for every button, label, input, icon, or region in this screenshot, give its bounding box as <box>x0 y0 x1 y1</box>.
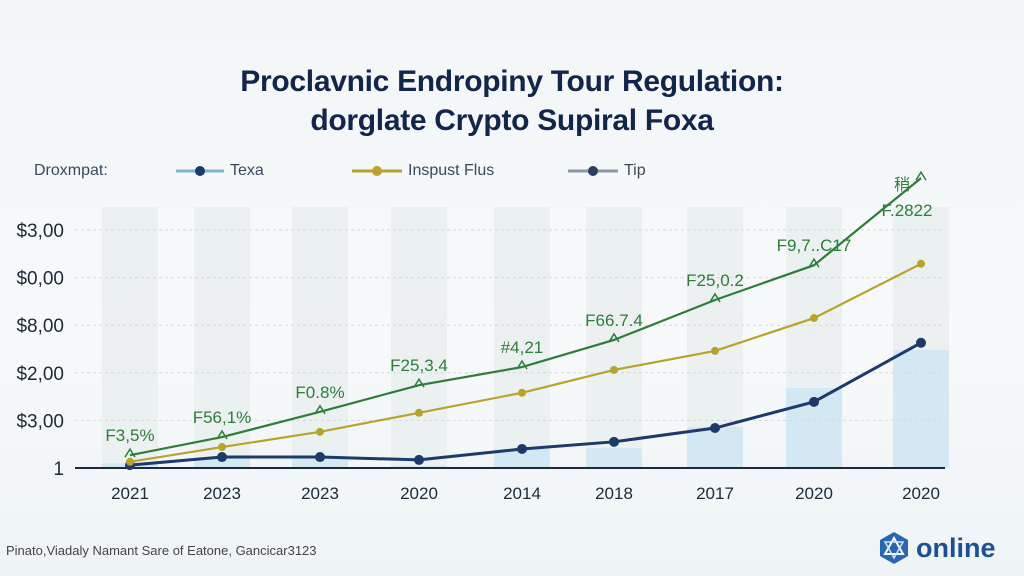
y-tick-label: $0,00 <box>16 269 64 290</box>
bar <box>893 349 949 468</box>
legend-text: Inspust Flus <box>408 162 495 179</box>
arrow-marker <box>124 447 136 458</box>
data-label: F25,3.4 <box>390 356 448 375</box>
bar-background <box>292 207 348 468</box>
data-label: F56,1% <box>193 408 252 427</box>
arrow-marker <box>413 377 425 388</box>
bar <box>494 448 550 468</box>
chart-title-line2: dorglate Crypto Supiral Foxa <box>310 104 714 137</box>
data-point <box>610 365 618 374</box>
chart-title-line1: Proclavnic Endropiny Tour Regulation: <box>240 65 784 98</box>
legend-line-icon <box>568 166 618 176</box>
legend-line-icon <box>176 166 224 176</box>
data-label-extra: 稍 <box>894 176 910 194</box>
series-line <box>129 177 922 457</box>
arrow-marker <box>216 429 228 440</box>
x-tick-label: 2023 <box>203 484 241 503</box>
y-tick-label: $2,00 <box>16 364 64 385</box>
data-point <box>414 454 424 465</box>
legend-item-inspust: Inspust Flus <box>352 162 494 180</box>
x-tick-label: 2018 <box>595 484 633 503</box>
y-tick-label: $3,00 <box>16 411 64 432</box>
legend-text: Tip <box>624 162 646 179</box>
bar-background <box>102 207 158 468</box>
x-tick-label: 2017 <box>696 484 734 503</box>
data-point <box>218 443 226 452</box>
data-point <box>316 427 324 436</box>
bar <box>292 458 348 468</box>
legend-line-icon <box>352 166 402 176</box>
data-label: F0.8% <box>295 383 344 402</box>
data-point <box>609 436 619 447</box>
footer-text: Pinato,Viadaly Namant Sare of Eatone, Ga… <box>6 543 317 558</box>
legend-item-tip: Tip <box>568 162 646 180</box>
data-label: F9,7..C17 <box>777 236 852 255</box>
data-point <box>711 346 719 355</box>
x-tick-label: 2023 <box>301 484 339 503</box>
legend-item-texa: Texa <box>176 162 264 180</box>
x-tick-label: 2021 <box>111 484 149 503</box>
bar-background <box>194 207 250 468</box>
data-point <box>916 337 926 348</box>
logo-icon <box>880 532 908 564</box>
arrow-marker <box>314 404 326 415</box>
y-tick-label: $3,00 <box>16 221 64 242</box>
y-tick-label: $8,00 <box>16 316 64 337</box>
data-label: F66.7.4 <box>585 311 643 330</box>
data-point <box>710 423 720 434</box>
bar <box>194 458 250 468</box>
arrow-marker <box>808 257 820 268</box>
x-tick-label: 2020 <box>795 484 833 503</box>
logo-text: online <box>916 532 996 563</box>
x-tick-label: 2014 <box>503 484 541 503</box>
data-point <box>809 396 819 407</box>
bar <box>391 465 447 468</box>
bar-background <box>494 207 550 468</box>
arrow-marker <box>915 170 927 181</box>
x-tick-label: 2020 <box>902 484 940 503</box>
arrow-marker <box>709 292 721 303</box>
data-label: F25,0.2 <box>686 271 744 290</box>
data-point <box>517 443 527 454</box>
data-label: F3,5% <box>105 426 154 445</box>
data-label: F.2822 <box>881 201 932 220</box>
data-point <box>518 388 526 397</box>
bar-background <box>586 207 642 468</box>
logo: online <box>876 530 996 566</box>
legend-text: Texa <box>230 162 264 179</box>
bar-background <box>391 207 447 468</box>
bar <box>586 448 642 468</box>
arrow-marker <box>608 332 620 343</box>
data-label: #4,21 <box>501 338 544 357</box>
bar <box>687 427 743 468</box>
legend-label: Droxmpat: <box>34 162 108 179</box>
y-tick-label: 1 <box>53 459 64 480</box>
data-point <box>126 457 134 466</box>
data-point <box>810 314 818 323</box>
x-tick-label: 2020 <box>400 484 438 503</box>
data-point <box>917 259 925 268</box>
data-point <box>217 452 227 463</box>
data-point <box>315 452 325 463</box>
data-point <box>415 408 423 417</box>
arrow-marker <box>516 359 528 370</box>
